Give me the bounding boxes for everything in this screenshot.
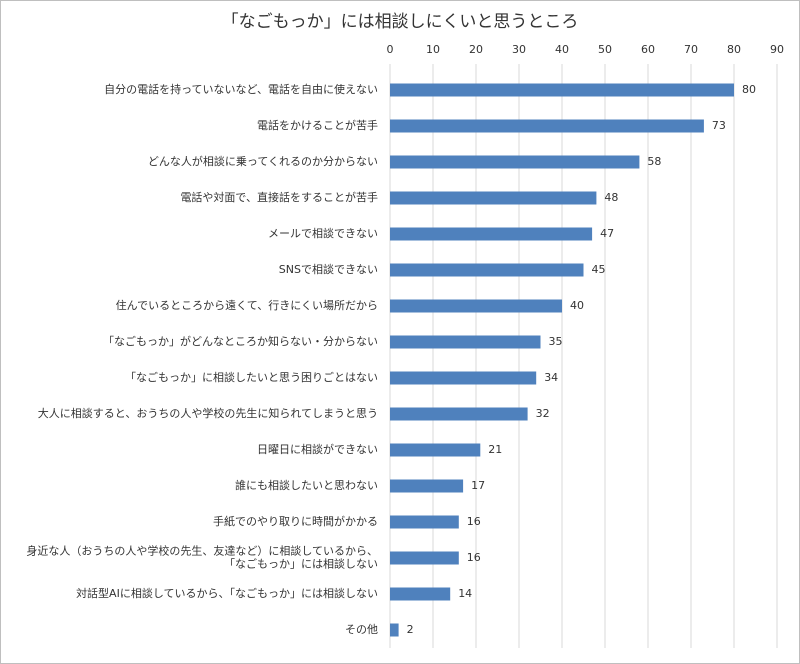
value-label: 45: [592, 263, 606, 276]
x-tick-label: 10: [426, 43, 440, 56]
x-tick-label: 70: [684, 43, 698, 56]
value-label: 35: [549, 335, 563, 348]
x-tick-label: 30: [512, 43, 526, 56]
chart-title: 「なごもっか」には相談しにくいと思うところ: [222, 12, 579, 32]
y-tick-label: 「なごもっか」がどんなところか知らない・分からない: [103, 334, 378, 348]
bar: [390, 155, 640, 169]
bar: [390, 407, 528, 421]
y-tick-label: 誰にも相談したいと思わない: [235, 478, 378, 492]
bar: [390, 623, 399, 637]
value-label: 73: [712, 119, 726, 132]
value-label: 2: [407, 623, 414, 636]
value-label: 48: [604, 191, 618, 204]
bar: [390, 479, 464, 493]
y-tick-label: 自分の電話を持っていないなど、電話を自由に使えない: [104, 82, 378, 96]
y-tick-label: 身近な人（おうちの人や学校の先生、友達など）に相談しているから、「なごもっか」に…: [26, 543, 378, 570]
value-label: 58: [647, 155, 661, 168]
x-tick-label: 20: [469, 43, 483, 56]
bar: [390, 191, 597, 205]
y-tick-label: 大人に相談すると、おうちの人や学校の先生に知られてしまうと思う: [38, 406, 378, 420]
x-tick-label: 90: [770, 43, 784, 56]
bar: [390, 551, 459, 565]
y-tick-label: どんな人が相談に乗ってくれるのか分からない: [148, 154, 378, 168]
value-label: 16: [467, 551, 481, 564]
bar: [390, 515, 459, 529]
value-label: 47: [600, 227, 614, 240]
value-label: 17: [471, 479, 485, 492]
y-tick-label: SNSで相談できない: [279, 262, 378, 276]
value-label: 40: [570, 299, 584, 312]
x-tick-label: 80: [727, 43, 741, 56]
value-label: 21: [488, 443, 502, 456]
bar: [390, 587, 451, 601]
value-label: 16: [467, 515, 481, 528]
y-tick-label: 手紙でのやり取りに時間がかかる: [213, 514, 378, 528]
y-tick-label: 電話をかけることが苦手: [257, 118, 378, 132]
y-tick-label: その他: [345, 623, 378, 636]
value-label: 32: [536, 407, 550, 420]
y-tick-label: メールで相談できない: [268, 226, 378, 240]
y-tick-label: 電話や対面で、直接話をすることが苦手: [180, 190, 378, 204]
y-tick-label: 「なごもっか」に相談したいと思う困りごとはない: [125, 370, 378, 384]
bar: [390, 119, 704, 133]
bar: [390, 263, 584, 277]
bar: [390, 227, 593, 241]
y-tick-label: 住んでいるところから遠くて、行きにくい場所だから: [116, 298, 378, 312]
x-tick-label: 40: [555, 43, 569, 56]
x-tick-label: 50: [598, 43, 612, 56]
value-label: 34: [544, 371, 558, 384]
bar: [390, 371, 537, 385]
bar: [390, 299, 562, 313]
x-tick-label: 60: [641, 43, 655, 56]
y-tick-label: 対話型AIに相談しているから、「なごもっか」には相談しない: [76, 586, 378, 600]
bar: [390, 83, 734, 97]
value-label: 14: [458, 587, 472, 600]
y-tick-label: 日曜日に相談ができない: [257, 442, 378, 456]
value-label: 80: [742, 83, 756, 96]
bar: [390, 335, 541, 349]
x-tick-label: 0: [387, 43, 394, 56]
bar: [390, 443, 481, 457]
